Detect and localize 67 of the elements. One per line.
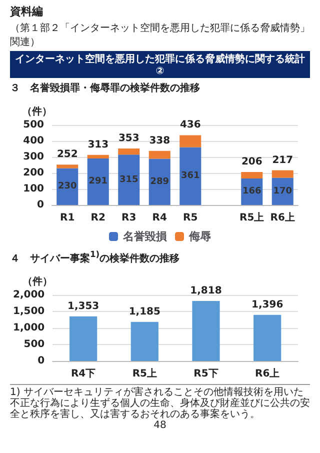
x-tick-label: R5上 — [240, 212, 264, 224]
data-label: 361 — [180, 171, 200, 182]
x-tick-label: R6上 — [270, 212, 295, 224]
bar — [192, 301, 220, 362]
bar — [272, 170, 294, 178]
data-label: 166 — [242, 186, 262, 197]
data-label: 230 — [58, 182, 77, 192]
bar — [56, 168, 78, 205]
bar — [118, 148, 140, 155]
bar — [148, 158, 170, 205]
y-tick-label: 200 — [23, 168, 44, 178]
y-tick-label: 100 — [23, 184, 44, 194]
total-label: 313 — [88, 139, 109, 150]
bar — [56, 164, 78, 168]
bar — [87, 154, 109, 158]
total-label: 353 — [118, 133, 140, 144]
bar — [130, 322, 158, 362]
chart-title: ３ 名誉毀損罪・侮辱罪の検挙件数の推移 — [10, 81, 201, 95]
x-tick-label: R6上 — [254, 368, 280, 380]
chart-title: ４ サイバー事案$^{1)}$の検挙件数の推移 — [10, 249, 181, 266]
total-label: 206 — [241, 156, 262, 168]
text: 1) サイバーセキュリティが害されることその他情報技術を用いた不正な行為により生ずる個人の生命、身体及び財産並びに公共の安全と秩序を害し、又は害するおそれのある事案をいう。 — [10, 384, 310, 420]
y-tick-label: 400 — [23, 136, 44, 146]
total-label: 252 — [56, 149, 78, 160]
x-tick-label: R5下 — [194, 368, 218, 380]
x-tick-label: R4 — [152, 212, 167, 224]
y-tick-label: 500 — [24, 339, 45, 350]
y-tick-label: 1,500 — [12, 306, 45, 318]
legend-label: 侮辱 — [188, 230, 211, 243]
data-label: 315 — [119, 174, 138, 185]
x-tick-label: R5 — [183, 212, 198, 224]
total-label: 338 — [149, 135, 170, 146]
x-tick-label: R3 — [122, 212, 136, 224]
y-tick-label: 0 — [37, 200, 44, 210]
total-label: 436 — [180, 120, 201, 131]
y-tick-label: 300 — [23, 152, 44, 162]
data-label: 1,818 — [190, 286, 222, 297]
x-tick-label: R2 — [90, 212, 106, 224]
bar — [118, 154, 140, 205]
y-axis-title: （件） — [22, 106, 52, 118]
y-tick-label: 2,000 — [12, 290, 45, 301]
bar — [148, 150, 170, 159]
data-label: 291 — [88, 176, 108, 187]
data-label: 170 — [273, 186, 292, 196]
text: インターネット空間を悪用した犯罪に係る脅威情勢に関する統計② — [10, 51, 310, 78]
x-tick-label: R4下 — [70, 368, 96, 380]
bar — [241, 172, 263, 178]
y-tick-label: 500 — [23, 120, 44, 130]
y-axis-title: （件） — [22, 276, 53, 288]
y-tick-label: 0 — [38, 356, 45, 367]
bar — [254, 315, 282, 362]
x-tick-label: R5上 — [132, 368, 157, 380]
bar — [180, 135, 202, 148]
bar — [70, 316, 98, 362]
legend-label: 名誉毀損 — [122, 230, 167, 243]
text: 資料編 — [10, 4, 44, 19]
x-tick-label: R1 — [60, 212, 75, 224]
text: 48 — [152, 420, 168, 432]
bar — [180, 147, 202, 205]
data-label: 1,185 — [128, 306, 160, 318]
data-label: 1,396 — [252, 300, 284, 311]
total-label: 217 — [272, 154, 294, 166]
y-tick-label: 1,000 — [12, 322, 45, 334]
text: （第１部２「インターネット空間を悪用した犯罪に係る脅威情勢」関連） — [10, 22, 310, 49]
data-label: 1,353 — [67, 301, 100, 312]
data-label: 289 — [150, 176, 170, 187]
bar — [87, 158, 109, 205]
